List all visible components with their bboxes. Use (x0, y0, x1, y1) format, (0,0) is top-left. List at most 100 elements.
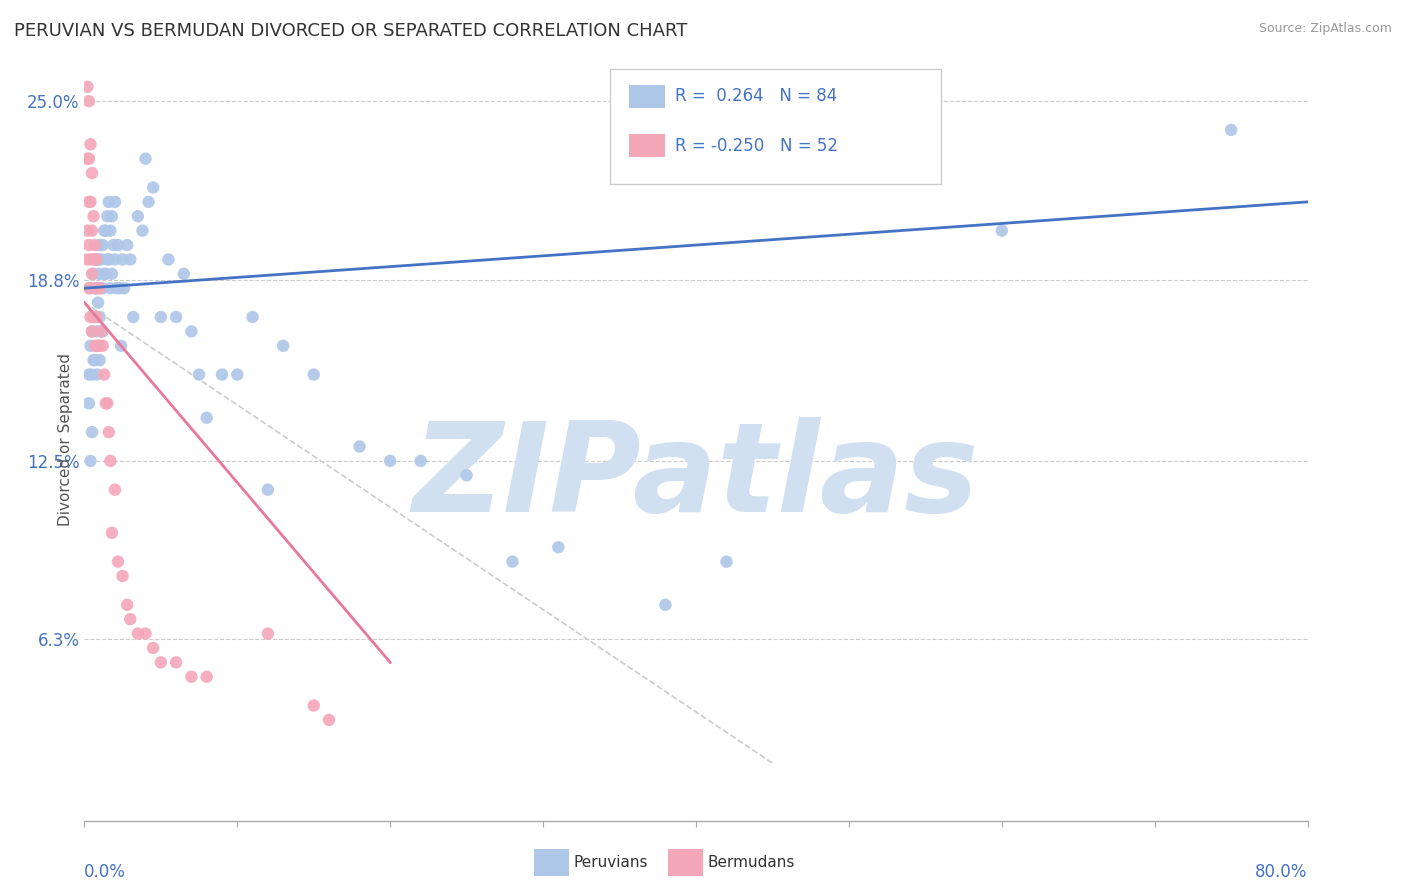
Point (84, 281, 107, 295)
Y-axis label: Divorced or Separated: Divorced or Separated (58, 353, 73, 525)
Point (89, 310, 111, 324)
Point (142, 640, 165, 655)
Point (349, 440, 371, 454)
Point (271, 339, 294, 353)
Point (80, 368, 103, 382)
Point (101, 209, 124, 223)
Point (98, 224, 121, 238)
Point (89, 339, 111, 353)
Point (77, 194, 100, 209)
Point (547, 540, 569, 554)
Point (96, 396, 118, 410)
Point (1220, 123, 1243, 137)
Point (79, 252, 101, 267)
Point (111, 252, 134, 267)
Point (115, 238, 138, 252)
Point (80, 425, 103, 439)
Point (318, 713, 340, 727)
Point (716, 555, 738, 569)
Point (257, 483, 280, 497)
Point (77, 94, 100, 108)
Text: Bermudans: Bermudans (707, 855, 794, 870)
Point (94, 267, 117, 281)
Point (142, 180, 165, 194)
Point (104, 483, 127, 497)
Point (94, 396, 117, 410)
Point (86, 368, 108, 382)
Point (112, 281, 135, 295)
Text: R = -0.250   N = 52: R = -0.250 N = 52 (675, 136, 838, 154)
Point (195, 670, 218, 684)
Point (138, 194, 160, 209)
Point (101, 525, 124, 540)
Point (409, 454, 432, 468)
Point (90, 281, 112, 295)
Point (195, 410, 218, 425)
Text: 0.0%: 0.0% (84, 863, 127, 880)
FancyBboxPatch shape (610, 70, 941, 184)
Point (165, 310, 187, 324)
Point (87, 295, 110, 310)
Text: R =  0.264   N = 84: R = 0.264 N = 84 (675, 87, 838, 105)
Point (502, 555, 524, 569)
Point (135, 626, 157, 640)
Point (91, 339, 114, 353)
Point (90, 325, 112, 339)
Point (84, 252, 107, 267)
Point (83, 310, 105, 324)
Point (97, 194, 120, 209)
Point (127, 209, 149, 223)
Point (83, 267, 105, 281)
Point (86, 252, 108, 267)
Point (84, 339, 107, 353)
Point (77, 281, 100, 295)
Point (120, 252, 142, 267)
Point (165, 656, 187, 670)
Point (80, 224, 103, 238)
Point (211, 368, 233, 382)
Point (83, 209, 105, 223)
Point (80, 166, 103, 180)
Point (242, 310, 264, 324)
Point (122, 310, 145, 324)
Point (380, 454, 402, 468)
Point (79, 137, 101, 152)
Point (86, 252, 108, 267)
Point (94, 224, 117, 238)
Point (83, 353, 105, 368)
Point (77, 396, 100, 410)
Point (89, 353, 111, 368)
Point (173, 267, 195, 281)
Point (456, 468, 478, 483)
Point (87, 339, 110, 353)
Point (257, 626, 280, 640)
Point (115, 598, 138, 612)
Point (157, 252, 180, 267)
Point (93, 368, 115, 382)
Point (97, 425, 120, 439)
Bar (628, 134, 665, 157)
Point (80, 325, 103, 339)
Point (180, 325, 202, 339)
Point (98, 281, 121, 295)
Point (104, 194, 127, 209)
Point (77, 368, 100, 382)
Point (103, 238, 125, 252)
Point (79, 339, 101, 353)
Point (89, 281, 111, 295)
Point (105, 281, 128, 295)
Point (93, 224, 115, 238)
Point (80, 267, 103, 281)
Point (120, 612, 142, 626)
Point (84, 281, 107, 295)
Point (96, 252, 118, 267)
Point (89, 267, 111, 281)
Point (83, 310, 105, 324)
Point (79, 194, 101, 209)
Point (86, 325, 108, 339)
Point (149, 656, 172, 670)
Point (93, 267, 115, 281)
Point (135, 152, 157, 166)
Point (111, 569, 134, 583)
Point (79, 310, 101, 324)
